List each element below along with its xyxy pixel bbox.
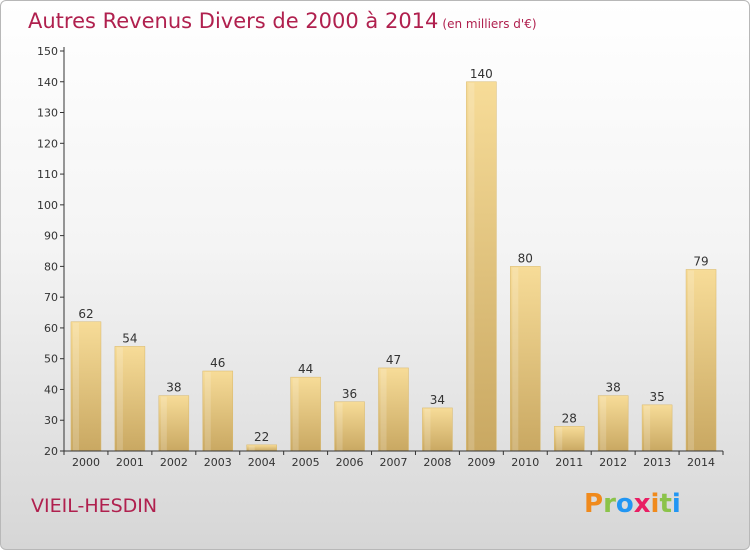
y-tick-label: 50 xyxy=(44,353,58,366)
x-tick-label: 2006 xyxy=(336,456,364,469)
bar-2013[interactable] xyxy=(641,404,673,452)
bar-2000[interactable] xyxy=(70,321,102,452)
bar-highlight xyxy=(380,368,387,451)
bar-highlight xyxy=(644,405,651,451)
bar-2014[interactable] xyxy=(685,269,717,452)
x-tick-label: 2010 xyxy=(511,456,539,469)
logo-letter: o xyxy=(615,489,634,519)
bar-highlight xyxy=(688,270,695,451)
x-tick-label: 2002 xyxy=(160,456,188,469)
data-label: 35 xyxy=(649,390,664,404)
bar-2009[interactable] xyxy=(466,81,497,452)
bar-highlight xyxy=(204,372,211,451)
y-tick-label: 100 xyxy=(37,199,58,212)
logo-letter: t xyxy=(659,489,672,519)
y-tick-label: 150 xyxy=(37,45,58,58)
data-label: 38 xyxy=(166,381,181,395)
data-label: 140 xyxy=(470,67,493,81)
data-label: 46 xyxy=(210,356,225,370)
bar-highlight xyxy=(248,445,255,451)
bar-highlight xyxy=(292,378,299,451)
data-label: 47 xyxy=(386,353,401,367)
x-tick-label: 2003 xyxy=(204,456,232,469)
y-tick-label: 90 xyxy=(44,230,58,243)
x-tick-label: 2012 xyxy=(599,456,627,469)
chart-subtitle: (en milliers d'€) xyxy=(442,17,537,31)
x-axis: 2000 2001 2002 2003 2004 2005 2006 2007 2008 2009… xyxy=(63,450,724,469)
bar-highlight xyxy=(556,427,563,451)
data-label: 44 xyxy=(298,362,313,376)
bar-2011[interactable] xyxy=(553,426,585,452)
data-label: 36 xyxy=(342,387,357,401)
data-label: 54 xyxy=(122,331,137,345)
y-tick-label: 130 xyxy=(37,107,58,120)
y-tick-label: 60 xyxy=(44,322,58,335)
proxiti-logo[interactable]: Proxiti xyxy=(584,489,681,519)
bar-highlight xyxy=(72,322,79,451)
data-label: 34 xyxy=(430,393,445,407)
bar-2012[interactable] xyxy=(597,395,629,452)
bars-group: 62 54 38 46 22 44 36 47 34 140 80 28 38 35 79 xyxy=(70,67,717,452)
data-label: 22 xyxy=(254,430,269,444)
location-label: VIEIL-HESDIN xyxy=(31,495,158,517)
bar-highlight xyxy=(424,408,431,451)
x-tick-label: 2009 xyxy=(467,456,495,469)
bar-2006[interactable] xyxy=(334,401,365,452)
y-tick-label: 20 xyxy=(44,445,58,458)
x-tick-label: 2007 xyxy=(380,456,408,469)
data-label: 79 xyxy=(693,254,708,268)
y-axis: 20 30 40 50 60 70 80 90 100 110 120 130 140 150 xyxy=(37,45,65,458)
x-tick-label: 2011 xyxy=(555,456,583,469)
x-tick-label: 2005 xyxy=(292,456,320,469)
x-tick-label: 2001 xyxy=(116,456,144,469)
x-tick-label: 2004 xyxy=(248,456,276,469)
y-tick-label: 110 xyxy=(37,168,58,181)
x-tick-label: 2013 xyxy=(643,456,671,469)
chart-title-text: Autres Revenus Divers de 2000 à 2014 xyxy=(28,9,439,33)
logo-letter: P xyxy=(584,489,604,519)
bar-highlight xyxy=(468,82,475,452)
logo-letter: i xyxy=(650,489,660,519)
bar-highlight xyxy=(512,267,519,451)
x-tick-label: 2008 xyxy=(423,456,451,469)
chart-title: Autres Revenus Divers de 2000 à 2014 (en … xyxy=(28,9,537,33)
x-tick-label: 2014 xyxy=(687,456,715,469)
logo-letter: x xyxy=(633,489,651,519)
bar-highlight xyxy=(160,396,167,451)
bar-highlight xyxy=(336,402,343,451)
logo-letter: r xyxy=(603,489,616,519)
y-tick-label: 140 xyxy=(37,76,58,89)
bar-2010[interactable] xyxy=(510,266,541,452)
y-tick-label: 120 xyxy=(37,137,58,150)
y-tick-label: 70 xyxy=(44,291,58,304)
x-tick-label: 2000 xyxy=(72,456,100,469)
y-tick-label: 30 xyxy=(44,414,58,427)
data-label: 28 xyxy=(562,411,577,425)
bar-2005[interactable] xyxy=(290,376,321,452)
bar-highlight xyxy=(116,347,123,451)
y-tick-label: 80 xyxy=(44,260,58,273)
data-label: 80 xyxy=(518,251,533,265)
bar-2001[interactable] xyxy=(114,346,146,452)
logo-letter: i xyxy=(671,489,681,519)
data-label: 38 xyxy=(606,381,621,395)
data-label: 62 xyxy=(78,307,93,321)
y-tick-label: 40 xyxy=(44,383,58,396)
bar-highlight xyxy=(600,396,607,451)
